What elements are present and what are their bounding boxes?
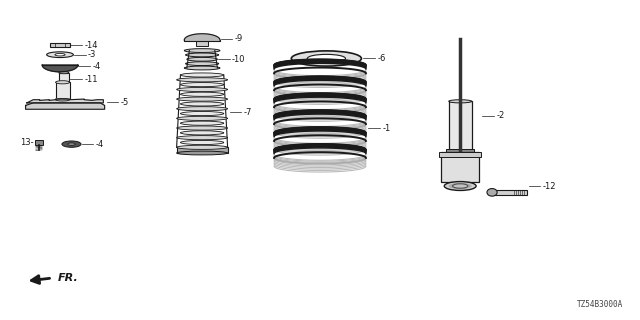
Ellipse shape [47, 52, 74, 58]
Text: -2: -2 [497, 111, 505, 120]
Polygon shape [42, 65, 78, 72]
Ellipse shape [177, 126, 228, 130]
Ellipse shape [186, 53, 219, 57]
Text: -7: -7 [244, 108, 252, 117]
Bar [50, 43, 70, 47]
Text: FR.: FR. [58, 273, 78, 283]
Ellipse shape [187, 57, 218, 61]
Ellipse shape [55, 53, 65, 56]
Ellipse shape [449, 183, 472, 189]
Text: -10: -10 [232, 55, 246, 64]
Ellipse shape [177, 151, 228, 155]
Ellipse shape [177, 78, 228, 82]
Text: -6: -6 [378, 54, 386, 63]
Bar [177, 147, 228, 153]
Ellipse shape [177, 145, 228, 149]
Ellipse shape [56, 81, 70, 84]
Text: -9: -9 [235, 34, 243, 43]
Polygon shape [184, 34, 220, 40]
Ellipse shape [177, 107, 228, 111]
Ellipse shape [177, 87, 228, 92]
Ellipse shape [180, 73, 224, 77]
Text: -5: -5 [120, 98, 129, 107]
Ellipse shape [59, 84, 69, 86]
Text: -12: -12 [543, 181, 557, 190]
Bar [441, 152, 479, 182]
Ellipse shape [184, 66, 220, 70]
Bar [446, 149, 474, 154]
Bar [56, 82, 70, 100]
Text: TZ54B3000A: TZ54B3000A [577, 300, 623, 309]
Ellipse shape [59, 72, 69, 74]
Ellipse shape [180, 102, 224, 106]
Text: -11: -11 [84, 75, 98, 84]
Ellipse shape [449, 100, 472, 103]
Ellipse shape [307, 54, 346, 63]
Text: -1: -1 [383, 124, 390, 133]
Bar [35, 140, 44, 145]
Ellipse shape [180, 92, 224, 96]
Bar [449, 101, 472, 150]
Ellipse shape [180, 111, 224, 116]
Text: -4: -4 [93, 62, 100, 71]
Bar [196, 41, 209, 46]
Text: -3: -3 [88, 50, 97, 59]
Ellipse shape [177, 136, 228, 140]
Ellipse shape [487, 188, 497, 196]
Ellipse shape [177, 97, 228, 101]
Bar [59, 73, 69, 85]
Ellipse shape [68, 143, 76, 145]
Ellipse shape [62, 141, 81, 147]
Ellipse shape [177, 116, 228, 120]
Text: -4: -4 [96, 140, 104, 148]
Ellipse shape [56, 99, 70, 101]
Text: -14: -14 [84, 41, 98, 50]
Ellipse shape [452, 184, 468, 188]
Ellipse shape [184, 49, 220, 52]
Ellipse shape [291, 51, 362, 66]
Text: 13-: 13- [20, 138, 33, 147]
Polygon shape [27, 99, 103, 103]
Ellipse shape [180, 131, 224, 135]
Bar [492, 190, 527, 195]
Polygon shape [26, 103, 104, 109]
Bar [439, 152, 481, 157]
Ellipse shape [444, 181, 476, 190]
Ellipse shape [180, 121, 224, 125]
Ellipse shape [180, 83, 224, 87]
Ellipse shape [186, 62, 219, 66]
Ellipse shape [180, 140, 224, 145]
